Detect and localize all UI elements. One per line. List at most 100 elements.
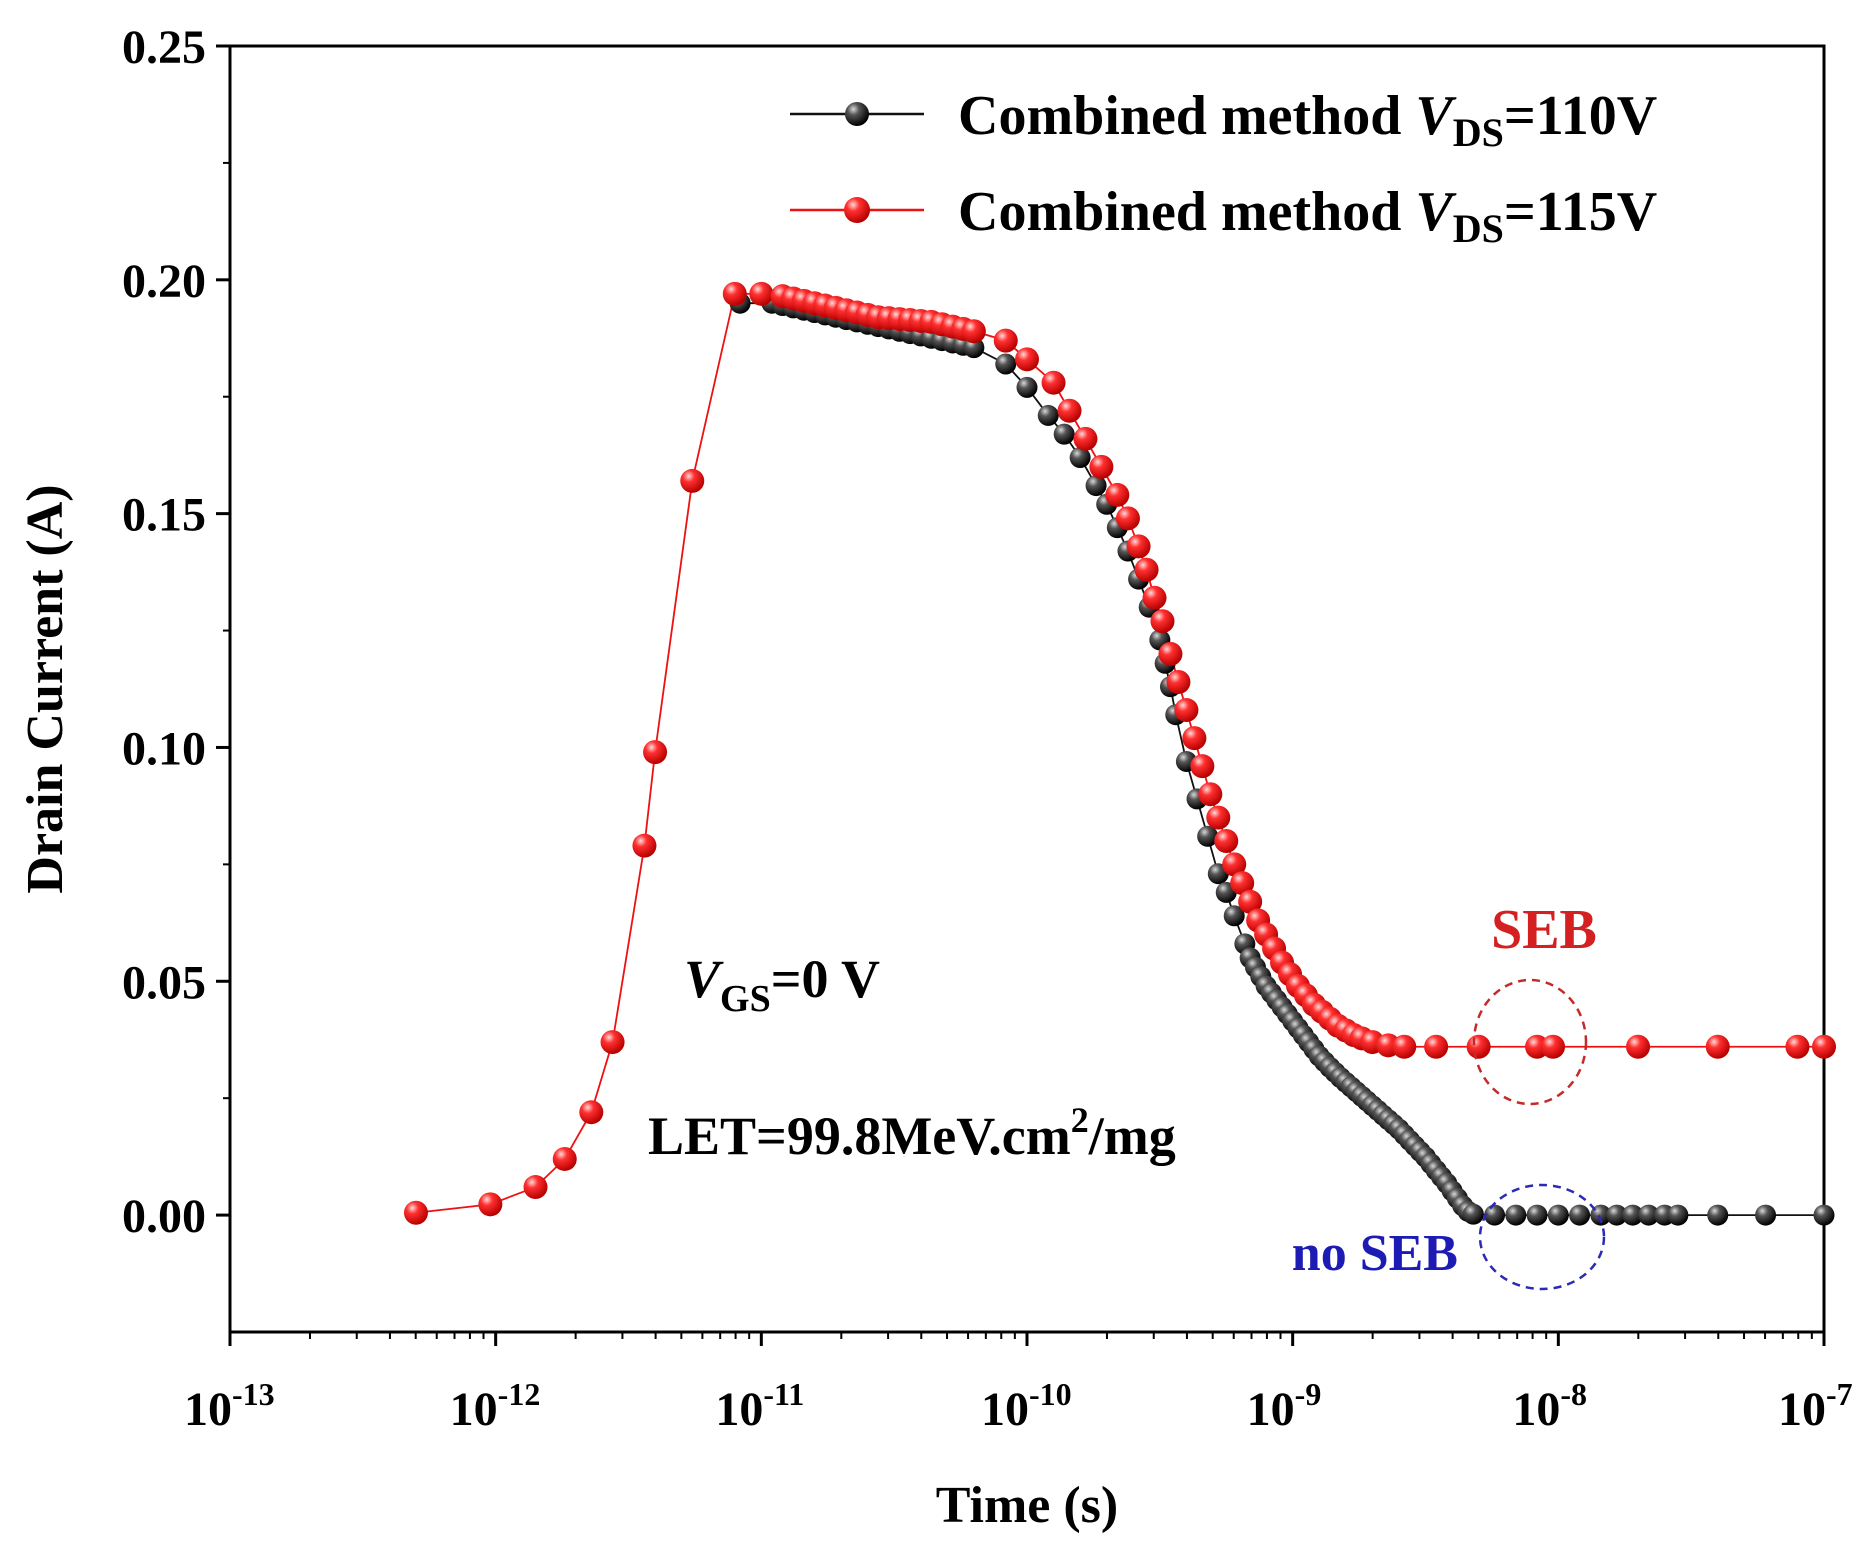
data-point-110v	[995, 353, 1017, 375]
data-point-110v	[1053, 423, 1075, 445]
vgs-annotation: VGS=0 V	[684, 949, 880, 1020]
data-point-110v	[963, 337, 985, 359]
data-point-115v	[1230, 871, 1255, 896]
y-tick-label: 0.10	[122, 722, 206, 775]
data-point-115v	[1166, 669, 1191, 694]
data-point-115v	[1812, 1034, 1836, 1059]
vgs-sub: GS	[720, 978, 771, 1020]
data-point-115v	[579, 1100, 604, 1125]
series-line-0	[740, 302, 1824, 1216]
let-prefix: LET=99.8MeV.cm	[648, 1106, 1071, 1166]
data-point-115v	[1158, 641, 1183, 666]
data-point-115v	[643, 740, 668, 765]
vgs-var: V	[684, 949, 724, 1009]
seb-label: SEB	[1491, 899, 1597, 961]
series-points	[403, 281, 1836, 1226]
data-point-110v	[1667, 1204, 1689, 1226]
legend-label-110v-sub: DS	[1453, 110, 1504, 155]
data-point-115v	[1626, 1034, 1651, 1059]
y-tick-labels: 0.00 0.05 0.10 0.15 0.20 0.25	[122, 21, 206, 1243]
data-point-110v	[1547, 1204, 1569, 1226]
data-point-115v	[993, 328, 1018, 353]
data-point-115v	[1126, 534, 1151, 559]
x-tick-labels: 10-13 10-12 10-11 10-10 10-9 10-8 10-7	[184, 1376, 1853, 1436]
data-point-115v	[1190, 754, 1215, 779]
data-point-115v	[961, 319, 986, 344]
series-lines	[415, 292, 1824, 1216]
data-point-115v	[403, 1200, 428, 1225]
data-point-115v	[1206, 805, 1231, 830]
data-point-115v	[680, 468, 705, 493]
data-point-115v	[1541, 1034, 1566, 1059]
data-point-110v	[1813, 1204, 1835, 1226]
data-point-115v	[1073, 426, 1098, 451]
data-point-115v	[1424, 1034, 1449, 1059]
legend-label-115v: Combined method VDS=115V	[958, 181, 1657, 251]
data-point-115v	[1222, 852, 1247, 877]
data-point-115v	[1041, 370, 1066, 395]
data-point-110v	[1638, 1204, 1660, 1226]
legend-marker-115v	[844, 197, 870, 223]
vgs-suffix: =0 V	[771, 949, 880, 1009]
no-seb-label: no SEB	[1292, 1225, 1458, 1282]
data-point-110v	[1505, 1204, 1527, 1226]
x-tick-label: 10-11	[715, 1376, 804, 1436]
data-point-115v	[1214, 828, 1239, 853]
series-line-1	[415, 292, 1824, 1214]
no-seb-circle	[1478, 1183, 1606, 1291]
x-tick-label: 10-13	[184, 1376, 275, 1436]
data-point-110v	[1197, 825, 1219, 847]
data-point-110v	[1016, 376, 1038, 398]
data-point-115v	[1174, 698, 1199, 723]
data-point-115v	[600, 1030, 625, 1055]
data-point-110v	[1037, 404, 1059, 426]
data-point-115v	[1089, 454, 1114, 479]
data-point-115v	[1785, 1034, 1810, 1059]
data-point-110v	[1569, 1204, 1591, 1226]
seb-circle	[1472, 978, 1588, 1106]
data-point-115v	[749, 281, 774, 306]
data-point-115v	[722, 281, 747, 306]
data-point-115v	[1015, 347, 1039, 372]
data-point-115v	[552, 1146, 577, 1171]
y-tick-label: 0.25	[122, 21, 206, 74]
data-point-115v	[1198, 782, 1223, 807]
data-point-115v	[523, 1175, 548, 1200]
y-tick-label: 0.20	[122, 255, 206, 308]
legend-label-115v-var: V	[1415, 181, 1457, 243]
legend-label-110v-prefix: Combined method	[958, 85, 1415, 147]
y-tick-label: 0.15	[122, 489, 206, 542]
data-point-110v	[1606, 1204, 1628, 1226]
x-tick-label: 10-8	[1512, 1376, 1587, 1436]
data-point-110v	[1755, 1204, 1777, 1226]
data-point-110v	[1484, 1204, 1506, 1226]
x-tick-label: 10-12	[450, 1376, 541, 1436]
x-tick-label: 10-7	[1778, 1376, 1853, 1436]
data-point-110v	[1526, 1204, 1548, 1226]
let-sup: 2	[1071, 1100, 1089, 1140]
legend-label-115v-sub: DS	[1453, 206, 1504, 251]
legend-label-115v-prefix: Combined method	[958, 181, 1415, 243]
data-point-115v	[1057, 398, 1082, 423]
data-point-110v	[1085, 475, 1107, 497]
data-point-115v	[1182, 726, 1207, 751]
data-point-115v	[478, 1192, 503, 1217]
y-axis-label: Drain Current (A)	[17, 484, 74, 893]
axis-ticks	[216, 44, 1826, 1346]
let-suffix: /mg	[1088, 1106, 1176, 1166]
legend-marker-110v	[845, 102, 869, 126]
y-tick-label: 0.00	[122, 1190, 206, 1243]
data-point-115v	[632, 833, 657, 858]
data-point-110v	[1223, 905, 1245, 927]
data-point-115v	[1115, 506, 1140, 531]
data-point-110v	[1622, 1204, 1644, 1226]
data-point-115v	[1105, 482, 1130, 507]
legend-label-115v-suffix: =115V	[1504, 181, 1657, 243]
data-point-115v	[1238, 889, 1263, 914]
data-point-115v	[1134, 557, 1159, 582]
x-axis-label: Time (s)	[936, 1477, 1118, 1534]
legend-label-110v-var: V	[1415, 85, 1457, 147]
legend-label-110v-suffix: =110V	[1504, 85, 1657, 147]
data-point-115v	[1150, 609, 1175, 634]
